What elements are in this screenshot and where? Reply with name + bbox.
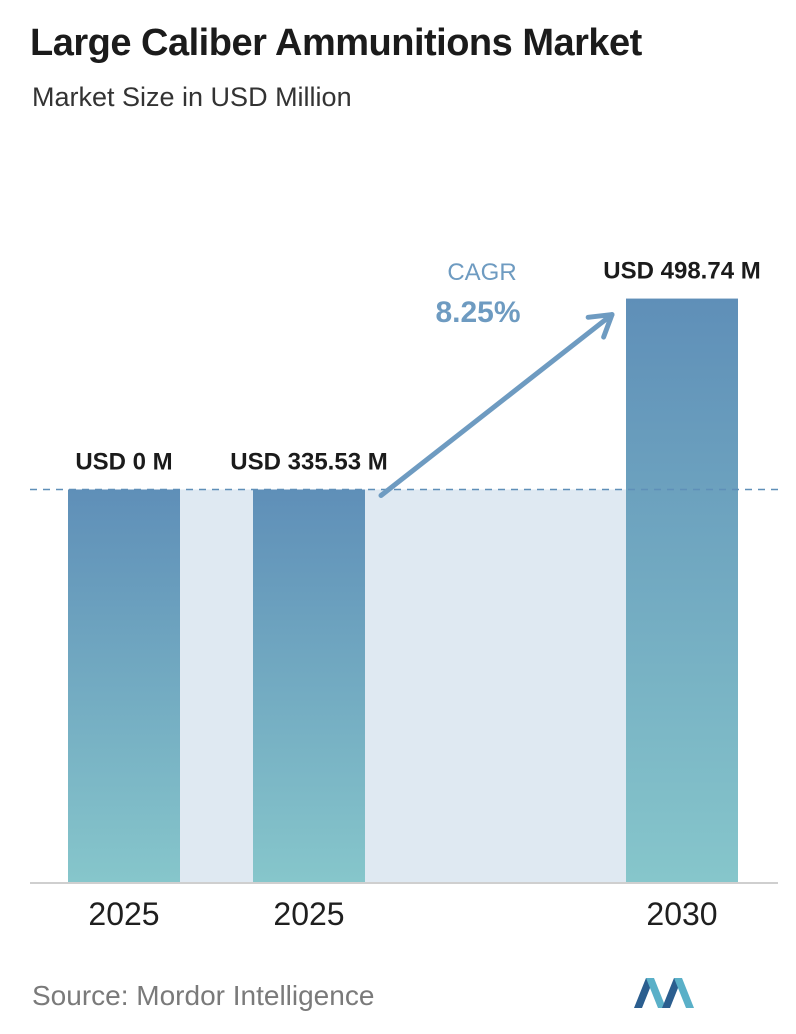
chart-subtitle: Market Size in USD Million [32, 82, 352, 112]
cagr-arrow-shaft [378, 312, 615, 498]
mordor-intelligence-logo-icon [634, 978, 694, 1008]
x-tick-label: 2030 [646, 896, 717, 932]
x-tick-label: 2025 [88, 896, 159, 932]
data-label: USD 498.74 M [603, 258, 760, 285]
source-text: Source: Mordor Intelligence [32, 980, 375, 1011]
bar-3 [626, 298, 738, 882]
bar-2 [253, 489, 365, 882]
bar-1 [68, 489, 180, 882]
data-label: USD 335.53 M [230, 448, 387, 475]
cagr-arrow-head [585, 312, 615, 340]
x-tick-label: 2025 [273, 896, 344, 932]
band-area-1 [180, 489, 253, 882]
band-area-2 [365, 489, 626, 882]
cagr-label: CAGR [447, 259, 516, 286]
data-label: USD 0 M [75, 448, 172, 475]
chart-title: Large Caliber Ammunitions Market [30, 22, 642, 64]
cagr-value: 8.25% [435, 296, 520, 329]
